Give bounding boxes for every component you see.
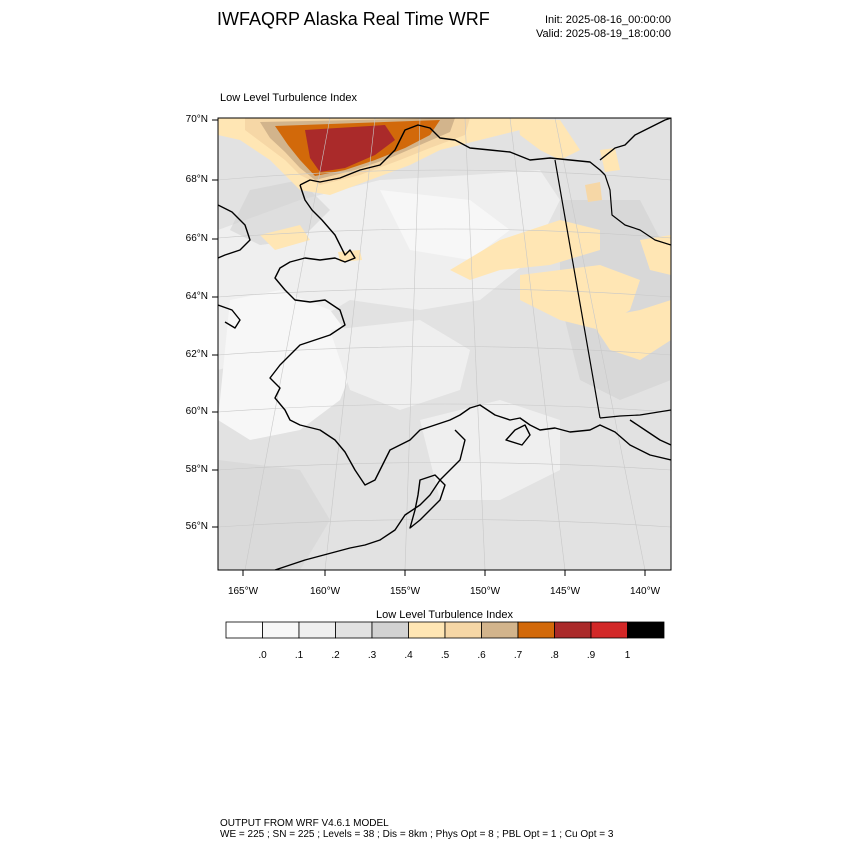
turbulence-patch [600, 148, 620, 172]
colorbar-swatch [481, 621, 519, 639]
colorbar-label: .3 [367, 650, 377, 661]
arctic-coastline [299, 124, 606, 186]
turbulence-patch [450, 220, 600, 280]
st-lawrence-island [218, 304, 241, 329]
graticule-line [218, 169, 671, 181]
colorbar-label: .5 [440, 650, 450, 661]
lon-label: 140°W [629, 586, 661, 597]
colorbar-swatch [262, 621, 300, 639]
field-lighter-zone [380, 190, 510, 260]
plot-title: Low Level Turbulence Index [220, 92, 357, 104]
field-darker-zone [218, 460, 330, 570]
lat-label: 64°N [185, 291, 208, 302]
graticule-line [218, 519, 671, 528]
lat-label: 70°N [185, 114, 208, 125]
colorbar-swatch [225, 621, 263, 639]
graticule-line [218, 403, 671, 413]
colorbar-label: 1 [624, 650, 631, 661]
graticule-line [324, 118, 376, 570]
graticule [218, 118, 671, 570]
turbulence-patch [640, 235, 671, 275]
graticule-line [244, 118, 331, 570]
init-valid-times: Init: 2025-08-16_00:00:00 Valid: 2025-08… [536, 13, 671, 41]
turbulence-patch [520, 265, 640, 330]
turbulence-patch [585, 182, 602, 202]
colorbar-swatch [298, 621, 336, 639]
lat-label: 58°N [185, 464, 208, 475]
lon-label: 160°W [309, 586, 341, 597]
colorbar-swatch [554, 621, 592, 639]
chukotka-coast [218, 204, 251, 259]
turbulence-patch [590, 300, 671, 360]
lat-label: 56°N [185, 521, 208, 532]
colorbar-label: .8 [550, 650, 559, 661]
graticule-line [404, 118, 421, 570]
colorbar-label: .1 [294, 650, 304, 661]
colorbar-swatch [335, 621, 373, 639]
us-canada-border [554, 159, 601, 419]
lon-label: 165°W [227, 586, 259, 597]
southeast-coast [629, 419, 671, 446]
yukon-nwt-border [604, 174, 671, 246]
colorbar [225, 621, 665, 639]
colorbar-swatch [590, 621, 628, 639]
us-canada-border-south [599, 409, 671, 419]
footer: OUTPUT FROM WRF V4.6.1 MODEL WE = 225 ; … [220, 818, 613, 840]
graticule-line [554, 118, 646, 570]
lon-label: 145°W [549, 586, 581, 597]
graticule-line [218, 346, 671, 356]
coastlines [218, 118, 671, 570]
colorbar-swatch [627, 621, 665, 639]
colorbar-label: .7 [513, 650, 523, 661]
colorbar-label: .0 [258, 650, 267, 661]
turbulence-zone-090 [305, 125, 395, 172]
field-darker-zone [230, 180, 330, 245]
field-lighter-zone [218, 290, 360, 440]
lat-label: 68°N [185, 174, 208, 185]
main-title: IWFAQRP Alaska Real Time WRF [217, 9, 490, 29]
prince-william-sound [505, 424, 531, 446]
map-field [218, 118, 671, 570]
graticule-line [509, 118, 566, 570]
yukon-coastline [599, 118, 671, 161]
graticule-line [218, 462, 671, 471]
map-frame [217, 117, 672, 571]
southern-coastline [269, 184, 671, 486]
colorbar-label: .6 [477, 650, 486, 661]
init-time: Init: 2025-08-16_00:00:00 [545, 14, 671, 26]
colorbar-swatch [408, 621, 446, 639]
colorbar-swatch [371, 621, 409, 639]
axis-ticks [212, 119, 646, 576]
colorbar-swatch [517, 621, 555, 639]
colorbar-title: Low Level Turbulence Index [376, 609, 513, 621]
lat-label: 62°N [185, 349, 208, 360]
peninsula-coastline [274, 429, 466, 570]
colorbar-label: .4 [404, 650, 413, 661]
colorbar-label: .9 [586, 650, 596, 661]
lat-label: 60°N [185, 406, 208, 417]
footer-line-1: OUTPUT FROM WRF V4.6.1 MODEL [220, 818, 389, 829]
lat-label: 66°N [185, 233, 208, 244]
field-light-zone [330, 320, 470, 410]
graticule-line [464, 118, 486, 570]
lon-label: 150°W [469, 586, 501, 597]
turbulence-patch [260, 225, 310, 250]
lon-label: 155°W [389, 586, 421, 597]
graticule-line [218, 228, 671, 239]
turbulence-patch [518, 118, 580, 160]
kodiak-island [409, 474, 446, 529]
colorbar-swatch [444, 621, 482, 639]
footer-line-2: WE = 225 ; SN = 225 ; Levels = 38 ; Dis … [220, 829, 614, 840]
graticule-line [218, 288, 671, 298]
valid-time: Valid: 2025-08-19_18:00:00 [536, 28, 671, 40]
colorbar-label: .2 [331, 650, 340, 661]
